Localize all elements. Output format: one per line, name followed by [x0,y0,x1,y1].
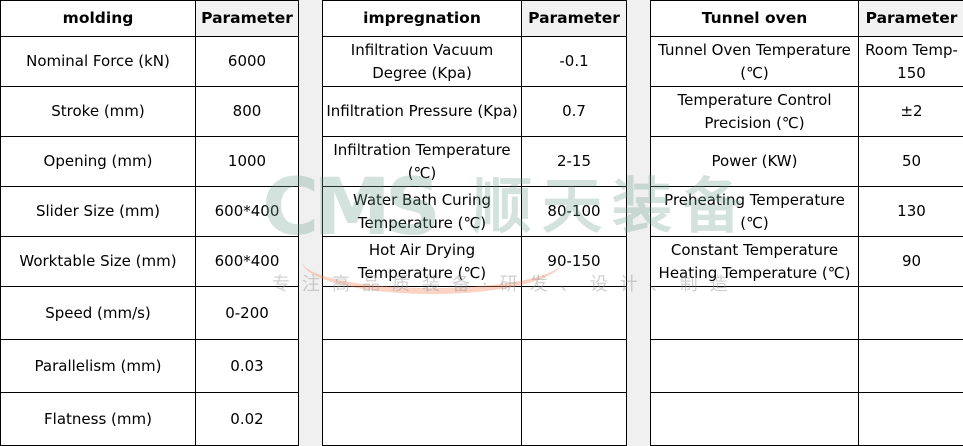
row-label: Worktable Size (mm) [0,236,196,287]
row-value: ±2 [858,86,963,137]
parameter-header: Parameter [858,0,963,37]
row-label: Water Bath Curing Temperature (℃) [322,186,522,237]
impregnation-table: impregnation Parameter Infiltration Vacu… [322,0,627,446]
tunnel-oven-table: Tunnel oven Parameter Tunnel Oven Temper… [650,0,963,446]
row-value: 600*400 [195,236,299,287]
section-header: molding [0,0,196,37]
table-row: Preheating Temperature (℃) 130 [650,186,963,237]
row-label: Parallelism (mm) [0,339,196,393]
table-row: Flatness (mm) 0.02 [0,392,299,446]
table-row: Power (KW) 50 [650,136,963,187]
row-value: -0.1 [521,36,627,87]
row-value: 0.7 [521,86,627,137]
row-label [650,286,859,340]
row-value: 0-200 [195,286,299,340]
table-row: Infiltration Vacuum Degree (Kpa) -0.1 [322,36,627,87]
table-header-row: molding Parameter [0,0,299,37]
table-row: Nominal Force (kN) 6000 [0,36,299,87]
row-label: Speed (mm/s) [0,286,196,340]
row-value [521,286,627,340]
row-value [858,286,963,340]
row-value: 50 [858,136,963,187]
row-value: 800 [195,86,299,137]
row-label: Power (KW) [650,136,859,187]
row-label: Infiltration Vacuum Degree (Kpa) [322,36,522,87]
parameter-header: Parameter [195,0,299,37]
table-row: Infiltration Pressure (Kpa) 0.7 [322,86,627,137]
table-row: Parallelism (mm) 0.03 [0,339,299,393]
table-row [322,286,627,340]
row-value: 0.02 [195,392,299,446]
parameter-header: Parameter [521,0,627,37]
row-value: Room Temp-150 [858,36,963,87]
row-value [521,339,627,393]
table-row: Water Bath Curing Temperature (℃) 80-100 [322,186,627,237]
molding-table: molding Parameter Nominal Force (kN) 6000… [0,0,299,446]
table-header-row: impregnation Parameter [322,0,627,37]
row-value: 130 [858,186,963,237]
row-value [521,392,627,446]
section-header: impregnation [322,0,522,37]
row-label: Tunnel Oven Temperature (℃) [650,36,859,87]
row-label [322,392,522,446]
table-row: Speed (mm/s) 0-200 [0,286,299,340]
row-label: Temperature Control Precision (℃) [650,86,859,137]
row-label: Flatness (mm) [0,392,196,446]
table-row: Opening (mm) 1000 [0,136,299,187]
row-value: 6000 [195,36,299,87]
table-row [322,392,627,446]
row-label [322,286,522,340]
table-row [650,392,963,446]
row-label: Preheating Temperature (℃) [650,186,859,237]
row-value: 2-15 [521,136,627,187]
table-row [322,339,627,393]
row-label [322,339,522,393]
row-value [858,392,963,446]
table-row: Temperature Control Precision (℃) ±2 [650,86,963,137]
row-label: Stroke (mm) [0,86,196,137]
row-label: Slider Size (mm) [0,186,196,237]
section-header: Tunnel oven [650,0,859,37]
row-label: Opening (mm) [0,136,196,187]
row-value [858,339,963,393]
table-row: Tunnel Oven Temperature (℃) Room Temp-150 [650,36,963,87]
row-value: 1000 [195,136,299,187]
table-row [650,286,963,340]
table-row: Hot Air Drying Temperature (℃) 90-150 [322,236,627,287]
table-row: Constant Temperature Heating Temperature… [650,236,963,287]
row-value: 80-100 [521,186,627,237]
table-row: Worktable Size (mm) 600*400 [0,236,299,287]
table-header-row: Tunnel oven Parameter [650,0,963,37]
table-row: Slider Size (mm) 600*400 [0,186,299,237]
table-row: Infiltration Temperature (℃) 2-15 [322,136,627,187]
row-label [650,339,859,393]
table-row [650,339,963,393]
row-label: Infiltration Pressure (Kpa) [322,86,522,137]
row-label: Constant Temperature Heating Temperature… [650,236,859,287]
row-value: 90 [858,236,963,287]
row-label [650,392,859,446]
row-label: Nominal Force (kN) [0,36,196,87]
row-value: 90-150 [521,236,627,287]
row-label: Hot Air Drying Temperature (℃) [322,236,522,287]
row-value: 0.03 [195,339,299,393]
row-value: 600*400 [195,186,299,237]
table-row: Stroke (mm) 800 [0,86,299,137]
row-label: Infiltration Temperature (℃) [322,136,522,187]
